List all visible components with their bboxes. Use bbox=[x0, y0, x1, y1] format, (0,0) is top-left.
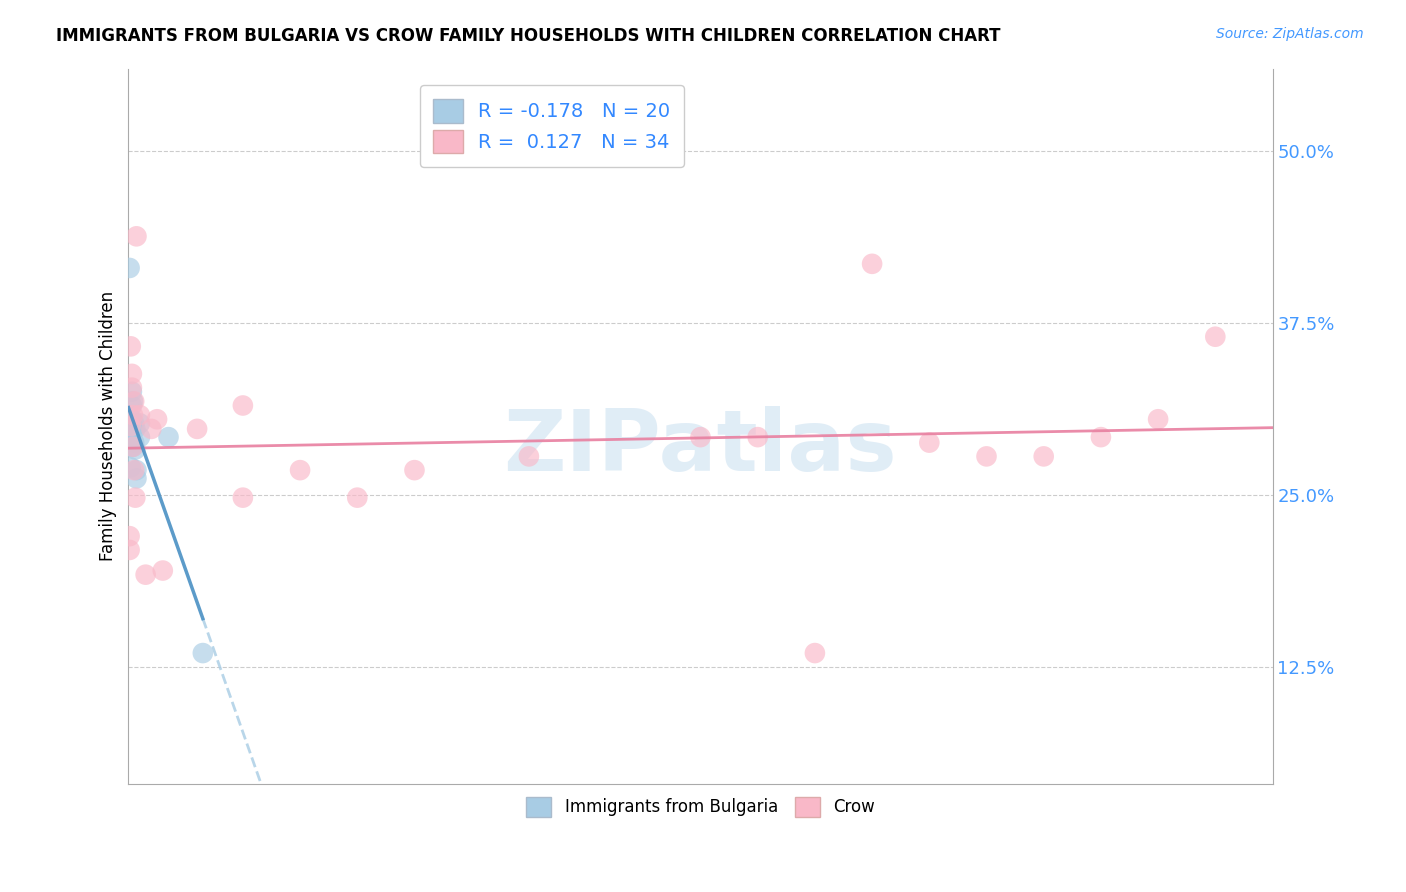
Text: ZIPatlas: ZIPatlas bbox=[503, 406, 897, 489]
Point bbox=[121, 381, 143, 395]
Point bbox=[121, 384, 143, 399]
Point bbox=[122, 435, 145, 450]
Point bbox=[122, 394, 145, 409]
Point bbox=[146, 412, 169, 426]
Point bbox=[122, 417, 145, 431]
Point bbox=[404, 463, 426, 477]
Point bbox=[124, 442, 146, 457]
Point bbox=[125, 463, 148, 477]
Point bbox=[157, 430, 180, 444]
Point bbox=[1147, 412, 1170, 426]
Point bbox=[689, 430, 711, 444]
Point bbox=[1090, 430, 1112, 444]
Point bbox=[346, 491, 368, 505]
Point bbox=[860, 257, 883, 271]
Point bbox=[122, 440, 145, 454]
Point bbox=[121, 399, 143, 413]
Point bbox=[122, 394, 145, 409]
Point bbox=[120, 419, 142, 434]
Point bbox=[1204, 329, 1226, 343]
Y-axis label: Family Households with Children: Family Households with Children bbox=[100, 291, 117, 561]
Point bbox=[121, 367, 143, 381]
Point bbox=[747, 430, 769, 444]
Point bbox=[121, 412, 143, 426]
Point bbox=[120, 460, 142, 475]
Point bbox=[141, 422, 163, 436]
Point bbox=[122, 422, 145, 436]
Point bbox=[976, 450, 998, 464]
Point bbox=[121, 440, 143, 454]
Point bbox=[186, 422, 208, 436]
Point bbox=[129, 417, 152, 431]
Point bbox=[232, 399, 254, 413]
Point bbox=[191, 646, 214, 660]
Point bbox=[804, 646, 827, 660]
Text: Source: ZipAtlas.com: Source: ZipAtlas.com bbox=[1216, 27, 1364, 41]
Point bbox=[232, 491, 254, 505]
Point bbox=[122, 440, 145, 454]
Legend: Immigrants from Bulgaria, Crow: Immigrants from Bulgaria, Crow bbox=[517, 789, 883, 825]
Point bbox=[918, 435, 941, 450]
Point bbox=[118, 542, 141, 557]
Point bbox=[120, 339, 142, 353]
Point bbox=[129, 408, 152, 422]
Point bbox=[124, 422, 146, 436]
Point bbox=[122, 408, 145, 422]
Point bbox=[152, 564, 174, 578]
Point bbox=[1032, 450, 1054, 464]
Point bbox=[125, 229, 148, 244]
Point bbox=[122, 463, 145, 477]
Text: IMMIGRANTS FROM BULGARIA VS CROW FAMILY HOUSEHOLDS WITH CHILDREN CORRELATION CHA: IMMIGRANTS FROM BULGARIA VS CROW FAMILY … bbox=[56, 27, 1001, 45]
Point bbox=[124, 491, 146, 505]
Point bbox=[125, 471, 148, 485]
Point bbox=[129, 430, 152, 444]
Point bbox=[118, 529, 141, 543]
Point bbox=[118, 260, 141, 275]
Point bbox=[517, 450, 540, 464]
Point bbox=[120, 425, 142, 440]
Point bbox=[288, 463, 311, 477]
Point bbox=[135, 567, 157, 582]
